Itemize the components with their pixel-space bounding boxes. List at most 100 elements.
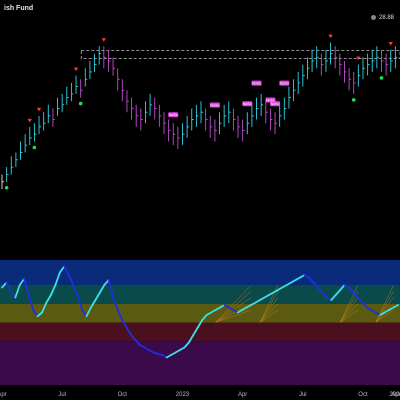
oscillator-segment [352, 291, 359, 299]
oscillator-segment [54, 271, 61, 286]
oscillator-segment [339, 284, 346, 291]
oscillator-segment [308, 276, 315, 284]
oscillator-segment [107, 279, 115, 299]
oscillator-segment [72, 284, 79, 296]
fan-line [215, 284, 252, 323]
fan-line [339, 291, 359, 323]
oscillator-segment [134, 339, 141, 346]
oscillator-segment [45, 294, 52, 304]
x-tick-label: Apr [391, 392, 400, 398]
oscillator-segment [187, 334, 195, 344]
oscillator-segment [18, 277, 26, 286]
buy-signal-marker [32, 145, 37, 150]
oscillator-zone [0, 303, 400, 323]
oscillator-segment [201, 314, 208, 321]
oscillator-segment [183, 341, 190, 349]
x-tick-label: Apr [238, 392, 247, 398]
oscillator-segment [1, 281, 8, 289]
x-tick-label: 2023 [176, 392, 190, 398]
oscillator-segment [36, 311, 43, 318]
nosd-label-box [279, 80, 290, 86]
x-tick-label: Jul [58, 392, 66, 398]
chart-title: ish Fund [4, 5, 34, 12]
fan-line [215, 291, 252, 323]
value-legend-dot [370, 15, 376, 20]
sell-signal-marker [27, 118, 32, 123]
sell-signal-marker [356, 56, 361, 61]
oscillator-segment [321, 291, 328, 299]
oscillator-segment [392, 304, 399, 309]
nosd-label-box [209, 102, 220, 108]
fan-line [375, 291, 394, 323]
fan-line [259, 297, 279, 323]
oscillator-segment [41, 301, 48, 314]
nosd-label-box [251, 80, 262, 86]
fan-line [259, 309, 279, 323]
fan-line [259, 291, 279, 323]
oscillator-segment [27, 294, 35, 311]
oscillator-segment [125, 326, 132, 336]
oscillator-segment [330, 294, 337, 301]
fan-line [259, 303, 279, 323]
sell-signal-marker [388, 41, 393, 46]
nosd-label-text: NoSo [211, 103, 220, 107]
oscillator-segment [63, 265, 70, 276]
fan-line [375, 297, 394, 323]
oscillator-segment [90, 299, 97, 309]
fan-line [339, 303, 359, 323]
buy-signal-marker [351, 98, 356, 102]
fan-line [215, 303, 252, 323]
oscillator-zone [0, 341, 400, 385]
fan-line [375, 309, 394, 323]
resistance-zone [80, 50, 400, 60]
oscillator-segment [312, 281, 319, 289]
oscillator-segment [361, 301, 368, 309]
oscillator-segment [76, 294, 83, 311]
nosd-label-text: NoSo [280, 81, 289, 85]
oscillator-segment [58, 265, 66, 274]
sell-signal-marker [101, 38, 107, 42]
nosd-label-text: NoSo [252, 81, 261, 85]
oscillator-segment [32, 309, 39, 318]
oscillator-segment [67, 274, 75, 286]
sell-signal-marker [36, 107, 42, 112]
value-legend: 28.88 [370, 15, 394, 21]
oscillator-segment [334, 289, 342, 296]
oscillator-segment [317, 286, 324, 294]
nosd-label-text: NoSo [271, 102, 280, 106]
oscillator-segment [116, 309, 124, 321]
fan-line [339, 297, 359, 323]
nosd-label-box [168, 112, 179, 118]
oscillator-segment [130, 334, 137, 341]
oscillator-segment [50, 284, 57, 296]
oscillator-zone [0, 322, 400, 342]
oscillator-segment [357, 296, 364, 304]
x-tick-label: Apr [0, 392, 7, 398]
buy-signal-marker [379, 76, 384, 80]
x-tick-label: 2024 [389, 392, 400, 398]
oscillator-zone [0, 285, 400, 304]
nosd-label-box [242, 101, 253, 107]
oscillator-segment [348, 286, 355, 294]
oscillator-segment [85, 306, 92, 318]
sell-signal-marker [73, 67, 79, 72]
buy-signal-marker [4, 185, 9, 190]
oscillator-segment [196, 319, 204, 329]
oscillator-segment [98, 284, 106, 294]
nosd-label-text: NoSo [266, 98, 275, 102]
fan-line [215, 309, 252, 323]
sell-signal-marker [328, 34, 333, 39]
oscillator-segment [5, 281, 12, 293]
oscillator-segment [94, 291, 101, 301]
nosd-label-text: NoSo [243, 102, 252, 106]
oscillator-segment [112, 296, 119, 311]
oscillator-segment [14, 284, 21, 299]
x-tick-label: Oct [118, 392, 128, 398]
fan-line [340, 309, 359, 323]
oscillator-segment [121, 319, 128, 329]
x-tick-label: Jul [299, 392, 307, 398]
buy-signal-marker [78, 101, 83, 106]
nosd-label-box [265, 97, 276, 103]
oscillator-segment [23, 277, 30, 296]
